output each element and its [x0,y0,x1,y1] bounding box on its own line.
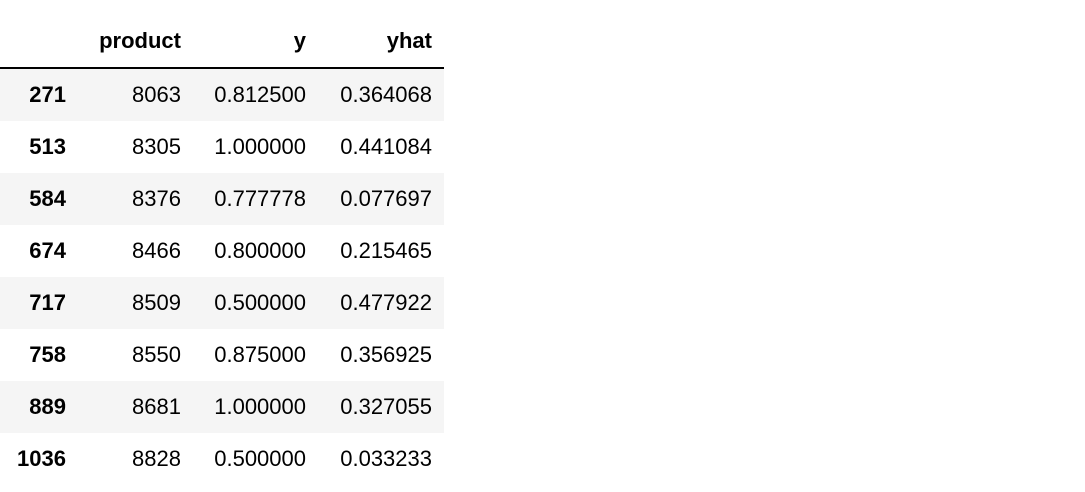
cell-yhat: 0.364068 [340,82,432,107]
cell-y: 1.000000 [214,394,306,419]
cell-yhat: 0.077697 [340,186,432,211]
cell-yhat: 0.441084 [340,134,432,159]
table-body: 271 8063 0.812500 0.364068 513 8305 1.00… [0,68,444,485]
table-row: 271 8063 0.812500 0.364068 [0,68,444,121]
header-y: y [181,15,306,69]
cell-product: 8509 [132,290,181,315]
header-product: product [66,15,181,69]
table-row: 717 8509 0.500000 0.477922 [0,277,444,329]
row-index: 584 [29,186,66,211]
dataframe-table: product y yhat 271 8063 0.812500 0.36406… [0,15,444,485]
row-index: 674 [29,238,66,263]
table-row: 889 8681 1.000000 0.327055 [0,381,444,433]
cell-product: 8550 [132,342,181,367]
row-index: 889 [29,394,66,419]
table-row: 674 8466 0.800000 0.215465 [0,225,444,277]
cell-product: 8063 [132,82,181,107]
cell-yhat: 0.215465 [340,238,432,263]
table-row: 584 8376 0.777778 0.077697 [0,173,444,225]
cell-y: 0.500000 [214,446,306,471]
cell-y: 1.000000 [214,134,306,159]
row-index: 1036 [17,446,66,471]
dataframe-output: product y yhat 271 8063 0.812500 0.36406… [0,15,444,485]
row-index: 513 [29,134,66,159]
table-header: product y yhat [0,15,444,69]
cell-y: 0.777778 [214,186,306,211]
cell-y: 0.500000 [214,290,306,315]
cell-yhat: 0.033233 [340,446,432,471]
table-row: 758 8550 0.875000 0.356925 [0,329,444,381]
cell-y: 0.875000 [214,342,306,367]
cell-product: 8466 [132,238,181,263]
header-index [0,15,66,69]
table-row: 1036 8828 0.500000 0.033233 [0,433,444,485]
cell-product: 8305 [132,134,181,159]
row-index: 717 [29,290,66,315]
header-row: product y yhat [0,15,444,69]
cell-product: 8681 [132,394,181,419]
cell-yhat: 0.477922 [340,290,432,315]
row-index: 271 [29,82,66,107]
cell-yhat: 0.356925 [340,342,432,367]
cell-product: 8828 [132,446,181,471]
cell-product: 8376 [132,186,181,211]
header-yhat: yhat [306,15,444,69]
cell-y: 0.812500 [214,82,306,107]
cell-y: 0.800000 [214,238,306,263]
row-index: 758 [29,342,66,367]
cell-yhat: 0.327055 [340,394,432,419]
table-row: 513 8305 1.000000 0.441084 [0,121,444,173]
